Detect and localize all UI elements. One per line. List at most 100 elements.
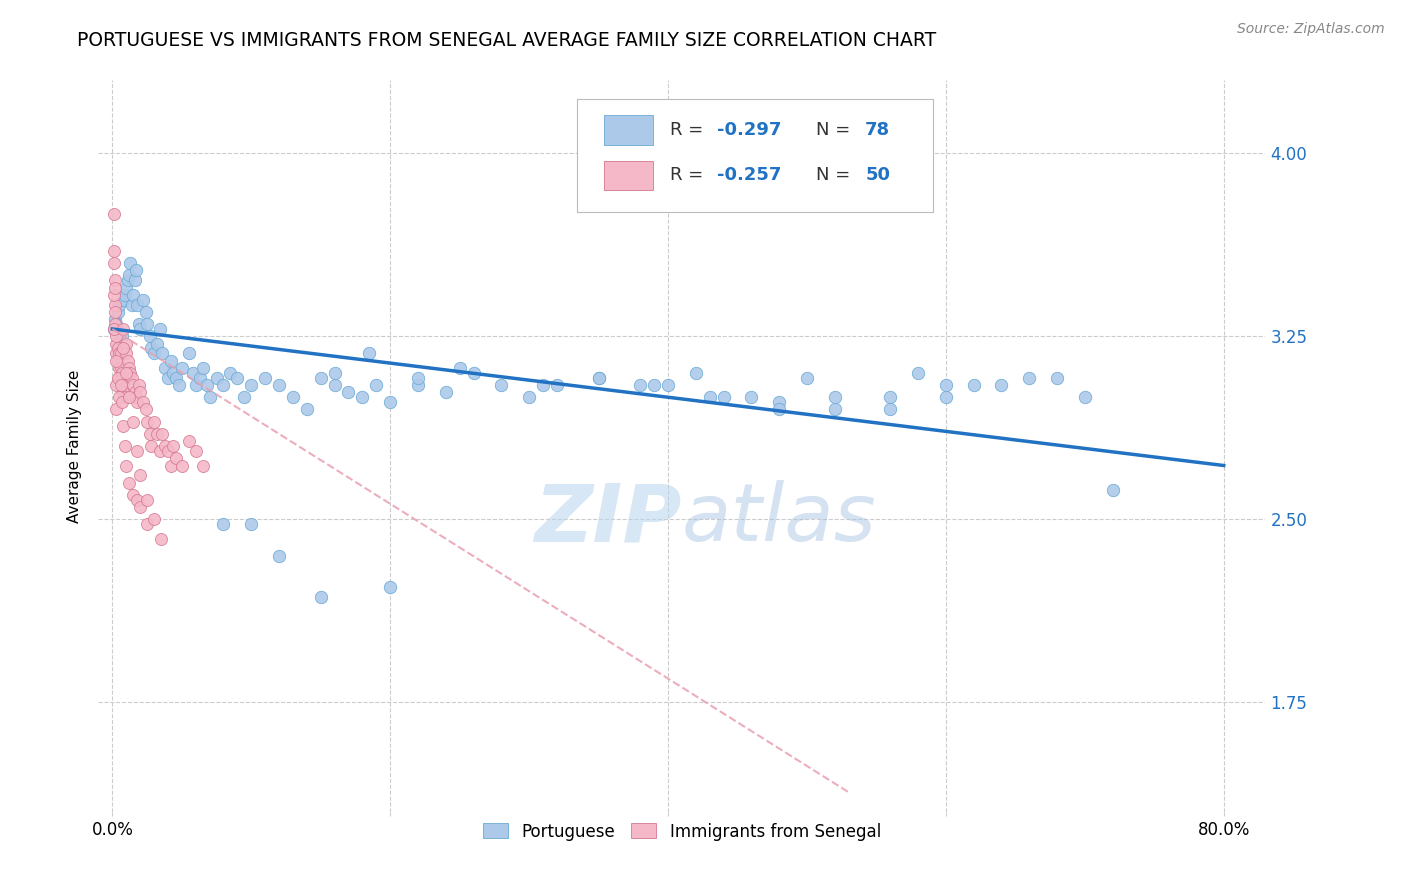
Point	[281, 390, 304, 404]
Point	[103, 288, 125, 302]
Point	[122, 288, 145, 302]
Point	[103, 322, 125, 336]
Point	[108, 361, 131, 376]
Point	[907, 366, 929, 380]
Point	[254, 370, 277, 384]
Point	[990, 378, 1012, 392]
Point	[129, 500, 152, 514]
Point	[879, 390, 901, 404]
Text: ZIP: ZIP	[534, 480, 682, 558]
Point	[120, 366, 142, 380]
Point	[103, 322, 125, 336]
Point	[105, 329, 128, 343]
Point	[120, 256, 142, 270]
Point	[162, 439, 184, 453]
Point	[127, 492, 149, 507]
Point	[121, 370, 143, 384]
Point	[1101, 483, 1123, 497]
Point	[156, 370, 179, 384]
Point	[935, 390, 957, 404]
Point	[824, 402, 846, 417]
Point	[105, 353, 128, 368]
Point	[125, 390, 148, 404]
Point	[546, 378, 568, 392]
Text: R =: R =	[671, 167, 709, 185]
Point	[118, 475, 141, 490]
Text: -0.257: -0.257	[717, 167, 782, 185]
Point	[449, 361, 471, 376]
Point	[103, 207, 125, 221]
Point	[531, 378, 554, 392]
Point	[107, 342, 129, 356]
Text: atlas: atlas	[682, 480, 877, 558]
Point	[108, 297, 131, 311]
Point	[132, 293, 155, 307]
Point	[141, 342, 163, 356]
Point	[146, 336, 169, 351]
Point	[323, 378, 346, 392]
Point	[129, 385, 152, 400]
FancyBboxPatch shape	[603, 115, 652, 145]
Point	[114, 288, 136, 302]
Point	[685, 366, 707, 380]
Point	[1046, 370, 1069, 384]
Point	[136, 492, 159, 507]
Point	[309, 590, 332, 604]
Point	[107, 370, 129, 384]
Point	[127, 443, 149, 458]
Text: 50: 50	[865, 167, 890, 185]
Point	[111, 370, 134, 384]
Point	[122, 415, 145, 429]
Point	[111, 366, 134, 380]
Point	[104, 297, 127, 311]
Point	[198, 390, 221, 404]
Point	[112, 385, 135, 400]
Point	[167, 378, 190, 392]
Point	[191, 361, 214, 376]
Point	[118, 390, 141, 404]
Point	[159, 353, 181, 368]
Point	[125, 263, 148, 277]
Point	[205, 370, 228, 384]
Point	[115, 346, 138, 360]
Point	[110, 342, 132, 356]
Point	[181, 366, 204, 380]
Point	[962, 378, 984, 392]
Point	[162, 366, 184, 380]
Point	[309, 370, 332, 384]
Point	[103, 256, 125, 270]
Point	[165, 370, 187, 384]
Point	[212, 378, 235, 392]
Point	[195, 378, 218, 392]
Point	[139, 426, 162, 441]
Point	[159, 458, 181, 473]
Point	[935, 378, 957, 392]
Point	[112, 342, 135, 356]
Point	[114, 390, 136, 404]
Point	[740, 390, 762, 404]
Point	[118, 361, 141, 376]
Point	[105, 346, 128, 360]
Point	[141, 439, 163, 453]
Text: R =: R =	[671, 121, 709, 139]
Point	[588, 370, 610, 384]
Point	[105, 378, 128, 392]
Point	[184, 443, 207, 458]
Text: N =: N =	[815, 121, 856, 139]
Point	[105, 336, 128, 351]
Point	[434, 385, 457, 400]
Point	[127, 395, 149, 409]
Point	[107, 305, 129, 319]
Point	[177, 434, 200, 449]
Text: 78: 78	[865, 121, 890, 139]
Point	[121, 297, 143, 311]
Point	[143, 512, 166, 526]
Point	[143, 346, 166, 360]
Point	[108, 346, 131, 360]
Point	[122, 488, 145, 502]
Point	[233, 390, 256, 404]
Point	[643, 378, 665, 392]
Point	[240, 516, 263, 531]
Point	[143, 415, 166, 429]
Point	[122, 378, 145, 392]
